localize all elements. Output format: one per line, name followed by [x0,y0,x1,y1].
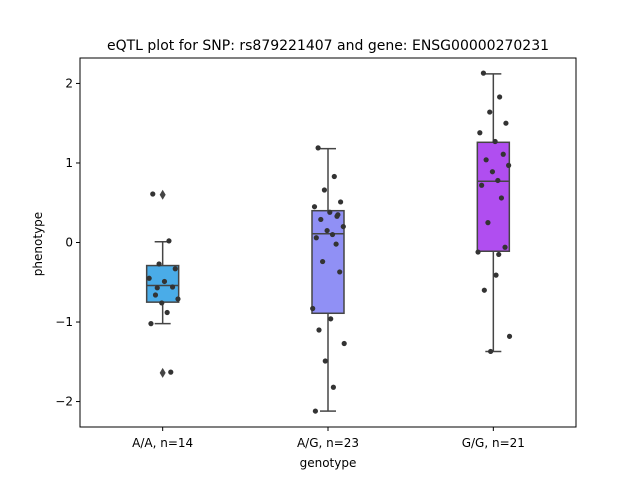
chart-title: eQTL plot for SNP: rs879221407 and gene:… [107,38,549,54]
data-point [168,369,174,375]
outlier-marker [159,189,166,200]
box-group [145,189,181,378]
y-tick-label: 1 [65,156,73,170]
data-point [156,261,162,267]
data-point [316,327,322,333]
iqr-box [145,264,180,303]
box-groups [145,70,513,414]
y-tick-label: −2 [55,395,73,409]
data-point [327,209,333,215]
x-tick-label: A/G, n=23 [297,436,359,450]
data-point [337,269,343,275]
data-point [502,244,508,250]
data-point [500,151,506,157]
data-point [341,340,347,347]
data-point [496,251,502,258]
data-point [483,157,489,163]
data-point [312,408,318,414]
data-point [487,109,493,115]
data-point [315,145,321,151]
data-point [152,292,159,298]
data-point [477,130,483,136]
data-point [328,316,334,322]
data-point [480,70,487,76]
x-axis-label: genotype [300,456,357,470]
data-point [489,169,496,175]
data-point [479,182,485,188]
data-point [329,231,336,238]
data-point [159,300,165,306]
data-point [164,309,170,316]
data-point [313,235,319,241]
data-point [154,285,160,291]
data-point [169,284,176,290]
y-tick-label: −1 [55,315,73,329]
x-tick-label: A/A, n=14 [132,436,193,450]
data-point [321,187,327,193]
y-tick-label: 0 [65,236,73,250]
data-point [334,213,340,219]
data-point [493,272,499,278]
data-point [492,138,498,145]
data-point [333,241,339,247]
iqr-box [476,141,511,252]
data-point [485,220,491,226]
y-tick-label: 2 [65,76,73,90]
data-point [503,120,509,126]
x-tick-label: G/G, n=21 [462,436,525,450]
data-point [146,275,152,281]
data-point [498,195,505,201]
box-group [310,145,347,414]
box-group [475,70,513,355]
y-axis: −2 −1 0 1 2 [55,76,80,409]
outlier-marker [159,367,166,378]
data-point [495,177,501,184]
data-point [320,258,326,265]
data-point [497,94,503,100]
data-point [172,266,178,272]
data-point [148,321,154,327]
data-point [506,333,513,339]
data-point [161,278,168,285]
data-point [488,348,494,355]
data-point [166,238,172,244]
data-point [338,199,344,205]
data-point [311,204,318,210]
data-point [475,249,481,255]
data-point [506,162,512,168]
data-point [150,191,156,197]
x-axis: A/A, n=14 A/G, n=23 G/G, n=21 [132,427,525,450]
y-axis-label: phenotype [31,212,45,276]
data-point [481,287,487,293]
data-point [340,223,346,230]
data-point [175,296,181,302]
data-point [310,305,316,312]
data-point [324,227,330,234]
data-point [322,358,328,364]
data-point [318,216,324,223]
data-point [330,384,336,390]
data-point [331,173,337,180]
iqr-box [311,209,345,315]
